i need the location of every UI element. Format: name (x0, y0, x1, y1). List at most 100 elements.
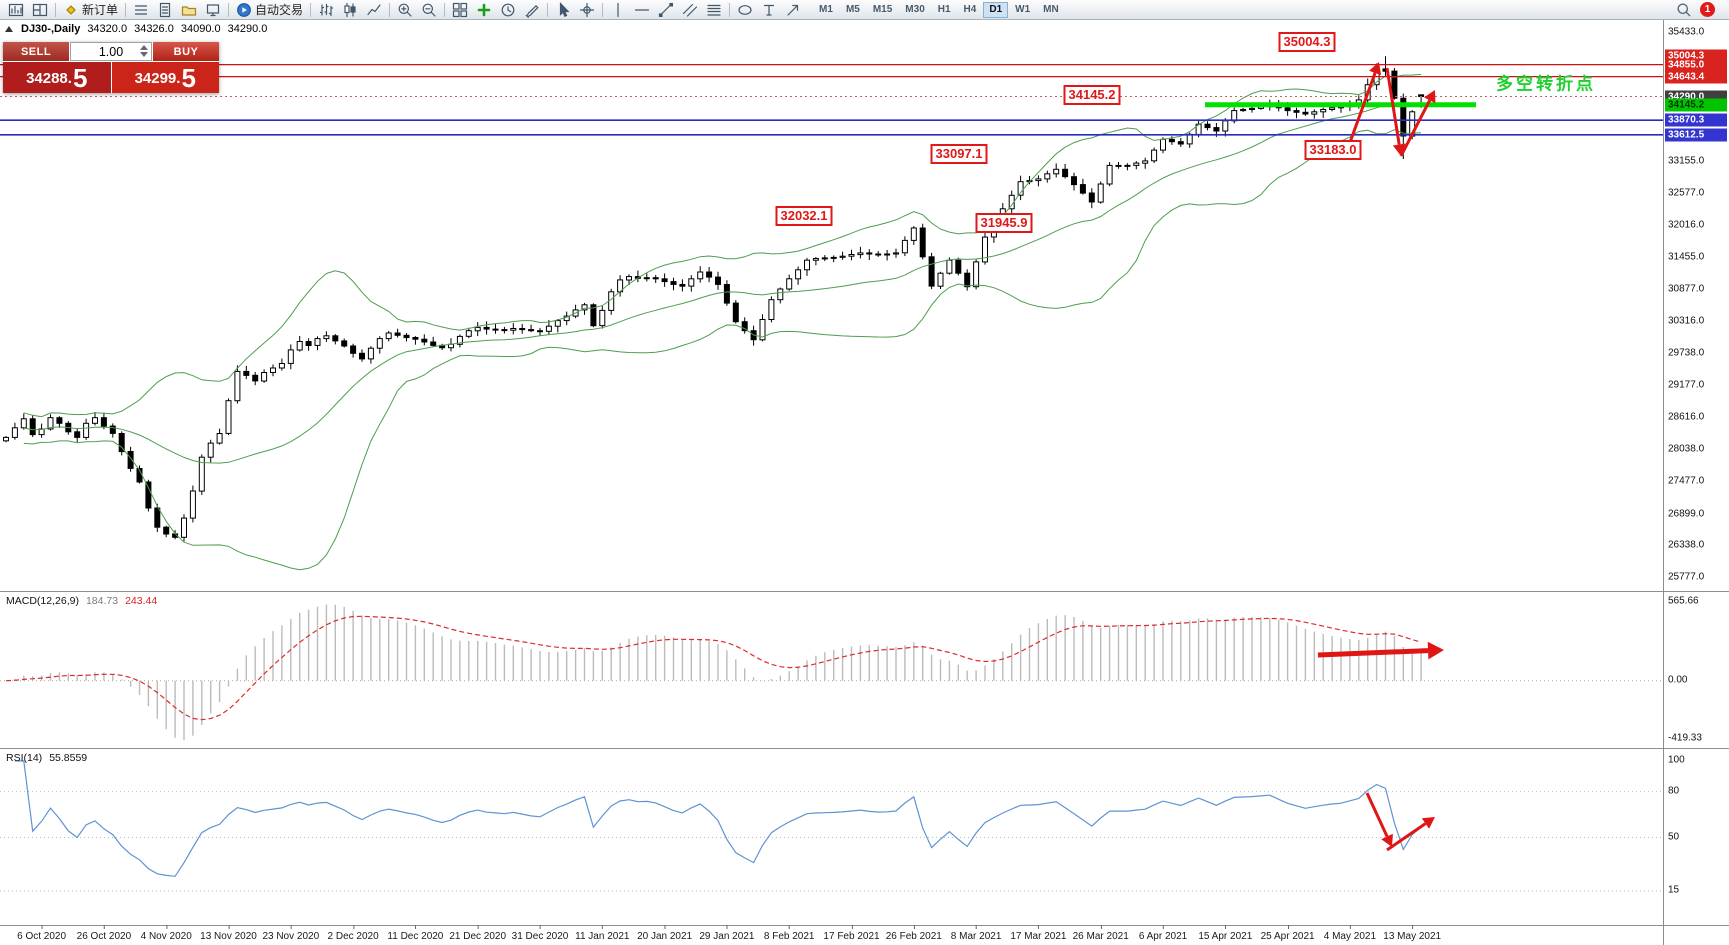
notification-badge[interactable]: 1 (1700, 2, 1715, 17)
macd-signal-line (5, 615, 1422, 721)
candles-button[interactable] (338, 1, 362, 19)
volume-input[interactable]: 1.00 (70, 42, 152, 61)
pane-divider[interactable] (0, 748, 1729, 749)
bars-button[interactable] (314, 1, 338, 19)
equidistant-channel-icon (682, 3, 698, 17)
price-tag: 34643.4 (1665, 70, 1727, 84)
templates-button[interactable] (520, 1, 544, 19)
pane-divider[interactable] (0, 591, 1729, 592)
timeframe-m1-button[interactable]: M1 (819, 4, 833, 15)
macd-scale-tick: 565.66 (1668, 595, 1699, 607)
macd-scale-tick: 0.00 (1668, 674, 1688, 686)
trend-arrows[interactable] (1346, 62, 1436, 157)
navigator-button[interactable] (177, 1, 201, 19)
date-axis-label: 8 Feb 2021 (763, 925, 815, 942)
zoom-out-button[interactable] (417, 1, 441, 19)
new-order-button[interactable]: 新订单 (59, 1, 122, 19)
buy-price[interactable]: 34299. 5 (111, 62, 219, 93)
profiles-button[interactable] (28, 1, 52, 19)
price-scale[interactable]: 35433.0 33155.0 32577.0 32016.0 31455.0 30877… (1664, 20, 1729, 945)
horizontal-lines[interactable] (0, 63, 1663, 136)
cursor-button[interactable] (551, 1, 575, 19)
one-click-toggle-icon[interactable] (5, 26, 13, 32)
toolbar-separator (602, 2, 604, 17)
date-axis-label: 4 May 2021 (1323, 925, 1377, 942)
timeframe-d1-button[interactable]: D1 (983, 1, 1009, 18)
pane-divider (0, 925, 1729, 926)
macd-label: MACD(12,26,9) (6, 595, 79, 607)
rsi-scale-tick: 100 (1668, 754, 1685, 766)
market-watch-button[interactable] (129, 1, 153, 19)
ohlc-high: 34326.0 (134, 23, 174, 35)
new-order-label: 新订单 (82, 3, 119, 17)
arrows-button[interactable] (781, 1, 805, 19)
bars-icon (319, 3, 334, 16)
macd-scale-tick: -419.33 (1668, 732, 1702, 744)
fibonacci-button[interactable] (702, 1, 726, 19)
timeframe-h1-button[interactable]: H1 (937, 4, 951, 15)
vertical-line-button[interactable] (606, 1, 630, 19)
price-callout-label[interactable]: 32032.1 (775, 206, 833, 226)
price-callout-label[interactable]: 35004.3 (1278, 32, 1336, 52)
sell-button[interactable]: SELL (3, 42, 69, 61)
price-tag: 33612.5 (1665, 128, 1727, 142)
date-axis-label: 6 Oct 2020 (17, 925, 67, 942)
shapes-button[interactable] (733, 1, 757, 19)
horizontal-line-button[interactable] (630, 1, 654, 19)
timeframe-w1-button[interactable]: W1 (1015, 4, 1031, 15)
price-tag: 33870.3 (1665, 113, 1727, 127)
text-icon (763, 4, 775, 16)
shapes-icon (738, 4, 752, 15)
timeframe-toolbar: M1 M5 M15 M30 H1 H4 D1 W1 MN (813, 1, 1065, 18)
timeframe-mn-button[interactable]: MN (1043, 4, 1059, 15)
trendline-button[interactable] (654, 1, 678, 19)
sell-price[interactable]: 34288. 5 (3, 62, 111, 93)
timeframe-m15-button[interactable]: M15 (872, 4, 893, 15)
line-chart-button[interactable] (362, 1, 386, 19)
terminal-button[interactable] (201, 1, 225, 19)
timeframe-h4-button[interactable]: H4 (963, 4, 977, 15)
autotrading-button[interactable]: 自动交易 (232, 1, 307, 19)
crosshair-button[interactable] (575, 1, 599, 19)
buy-button[interactable]: BUY (153, 42, 219, 61)
templates-icon (525, 4, 539, 18)
macd-trend-arrow[interactable] (1317, 641, 1444, 660)
text-button[interactable] (757, 1, 781, 19)
rsi-canvas[interactable] (0, 749, 1663, 925)
data-window-icon (159, 2, 171, 17)
macd-canvas[interactable] (0, 592, 1663, 748)
periods-button[interactable] (496, 1, 520, 19)
toolbar-separator (125, 2, 127, 17)
price-callout-label[interactable]: 34145.2 (1063, 85, 1121, 105)
macd-histogram (14, 604, 1422, 740)
search-button[interactable] (1672, 1, 1696, 19)
tile-windows-button[interactable] (448, 1, 472, 19)
zoom-in-button[interactable] (393, 1, 417, 19)
charts-button[interactable] (4, 1, 28, 19)
volume-decrease-icon[interactable] (140, 52, 148, 57)
date-axis-label: 26 Mar 2021 (1072, 925, 1129, 942)
equidistant-channel-button[interactable] (678, 1, 702, 19)
price-callout-label[interactable]: 33183.0 (1304, 140, 1362, 160)
price-chart-canvas[interactable] (0, 20, 1663, 591)
rsi-trend-arrows[interactable] (1365, 792, 1435, 852)
price-scale-tick: 30877.0 (1668, 283, 1705, 295)
timeframe-m5-button[interactable]: M5 (845, 4, 860, 15)
date-axis-label: 13 Nov 2020 (200, 925, 257, 942)
bollinger-bands (23, 73, 1422, 571)
autotrading-icon (237, 2, 251, 17)
date-axis-label: 26 Oct 2020 (76, 925, 132, 942)
symbol-name: DJ30-,Daily (21, 23, 81, 35)
turning-point-note-label[interactable]: 多空转折点 (1496, 74, 1596, 94)
indicators-button[interactable] (472, 1, 496, 19)
date-axis-label: 4 Nov 2020 (140, 925, 192, 942)
data-window-button[interactable] (153, 1, 177, 19)
candles[interactable] (3, 56, 1425, 542)
timeframe-m30-button[interactable]: M30 (905, 4, 925, 15)
price-scale-tick: 33155.0 (1668, 155, 1705, 167)
trendline-icon (658, 2, 674, 17)
price-callout-label[interactable]: 31945.9 (975, 213, 1033, 233)
cursor-icon (559, 1, 570, 17)
volume-increase-icon[interactable] (140, 45, 148, 50)
price-callout-label[interactable]: 33097.1 (930, 144, 988, 164)
